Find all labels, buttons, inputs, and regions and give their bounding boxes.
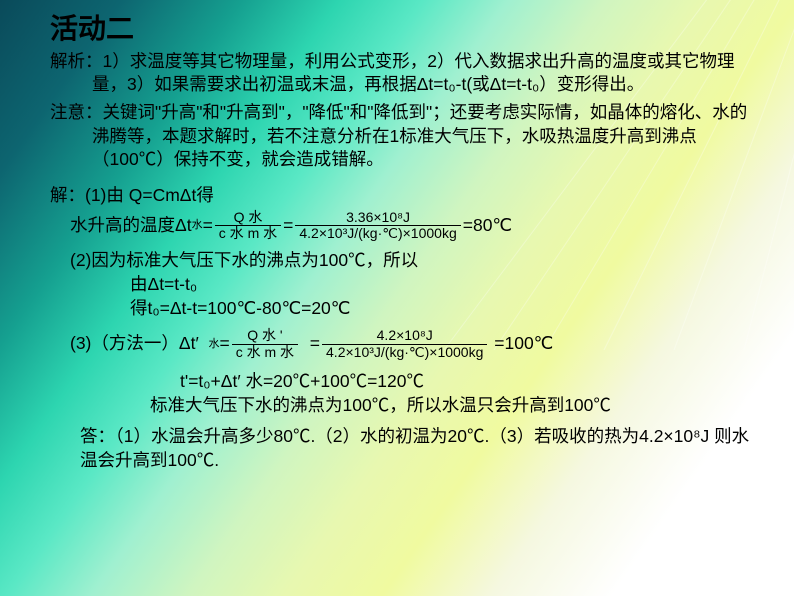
s3-result: =100℃	[494, 332, 553, 356]
s1-eq2: =	[283, 214, 293, 238]
s3-frac2: 4.2×10⁸J 4.2×10³J/(kg·℃)×1000kg	[322, 328, 487, 360]
s1-sub: 水	[192, 218, 203, 233]
slide-title: 活动二	[50, 10, 764, 48]
slide-content: 活动二 解析：1）求温度等其它物理量，利用公式变形，2）代入数据求出升高的温度或…	[0, 0, 794, 482]
s1-frac2: 3.36×10⁸J 4.2×10³J/(kg·℃)×1000kg	[295, 210, 460, 242]
s1-frac1: Q 水 c 水 m 水	[215, 210, 281, 242]
s3-prefix: (3)（方法一）Δt′	[70, 332, 199, 356]
solution-3-equation: (3)（方法一）Δt′ 水 = Q 水 ' c 水 m 水 = 4.2×10⁸J…	[50, 328, 764, 360]
final-answer: 答：（1）水温会升高多少80℃.（2）水的初温为20℃.（3）若吸收的热为4.2…	[50, 425, 764, 472]
analysis-2: 注意：关键词"升高"和"升高到"，"降低"和"降低到"；还要考虑实际情，如晶体的…	[50, 101, 764, 172]
s3-frac1: Q 水 ' c 水 m 水	[232, 328, 298, 360]
s2-line2: 由Δt=t-t₀	[50, 273, 764, 297]
analysis-1: 解析：1）求温度等其它物理量，利用公式变形，2）代入数据求出升高的温度或其它物理…	[50, 50, 764, 97]
s3-eq2: =	[310, 332, 320, 356]
s3-line2: t'=t₀+Δt′ 水=20℃+100℃=120℃	[50, 370, 764, 394]
solution-1-equation: 水升高的温度Δt 水 = Q 水 c 水 m 水 = 3.36×10⁸J 4.2…	[50, 210, 764, 242]
s2-line3: 得t₀=Δt-t=100℃-80℃=20℃	[50, 297, 764, 321]
s1-result: =80℃	[463, 214, 512, 238]
s3-eq1: =	[219, 332, 229, 356]
s3-line3: 标准大气压下水的沸点为100℃，所以水温只会升高到100℃	[50, 394, 764, 418]
s1-prefix: 水升高的温度Δt	[70, 214, 192, 238]
s2-line1: (2)因为标准大气压下水的沸点为100℃，所以	[50, 249, 764, 273]
s3-sub: 水	[208, 337, 219, 352]
solution-1-label: 解：(1)由 Q=CmΔt得	[50, 184, 764, 208]
s1-eq1: =	[203, 214, 213, 238]
